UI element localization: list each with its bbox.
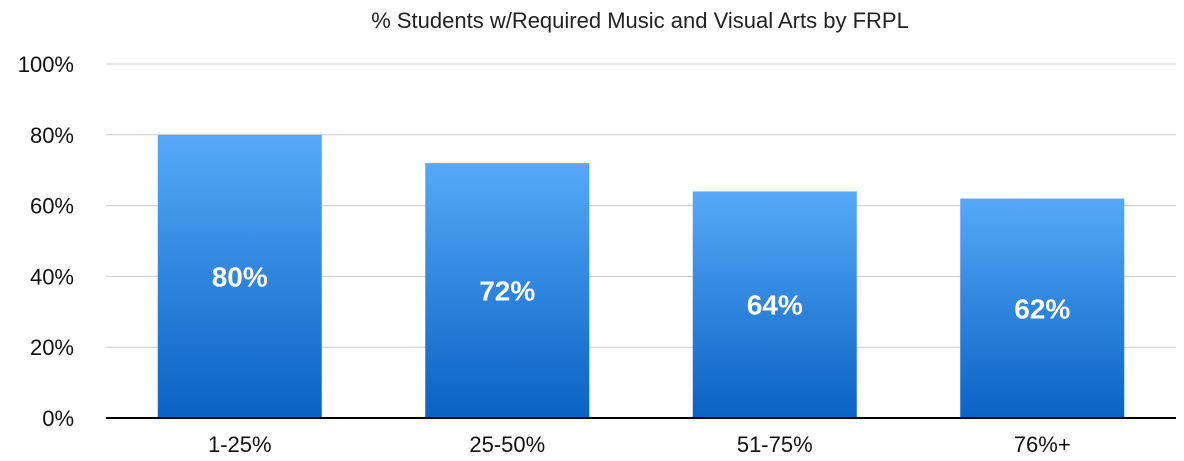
x-tick-label: 1-25% <box>208 432 272 457</box>
y-axis-ticks: 0% 20% 40% 60% 80% 100% <box>18 52 74 431</box>
bar-data-label: 72% <box>479 276 535 307</box>
bar <box>157 134 322 419</box>
y-tick-label: 40% <box>30 264 74 289</box>
bar <box>960 198 1125 418</box>
y-tick-label: 0% <box>42 406 74 431</box>
y-tick-label: 80% <box>30 123 74 148</box>
bar-data-label: 64% <box>747 290 803 321</box>
x-tick-label: 76%+ <box>1014 432 1071 457</box>
bars <box>157 134 1125 419</box>
x-axis-ticks: 1-25% 25-50% 51-75% 76%+ <box>208 432 1071 457</box>
y-tick-label: 100% <box>18 52 74 77</box>
chart-title: % Students w/Required Music and Visual A… <box>371 8 909 33</box>
bar <box>425 163 590 418</box>
x-tick-label: 25-50% <box>469 432 545 457</box>
bar-data-label: 62% <box>1014 293 1070 324</box>
y-tick-label: 60% <box>30 194 74 219</box>
y-tick-label: 20% <box>30 335 74 360</box>
bar-data-labels: 80% 72% 64% 62% <box>212 261 1071 324</box>
bar-data-label: 80% <box>212 261 268 292</box>
x-tick-label: 51-75% <box>737 432 813 457</box>
bar <box>692 191 857 418</box>
